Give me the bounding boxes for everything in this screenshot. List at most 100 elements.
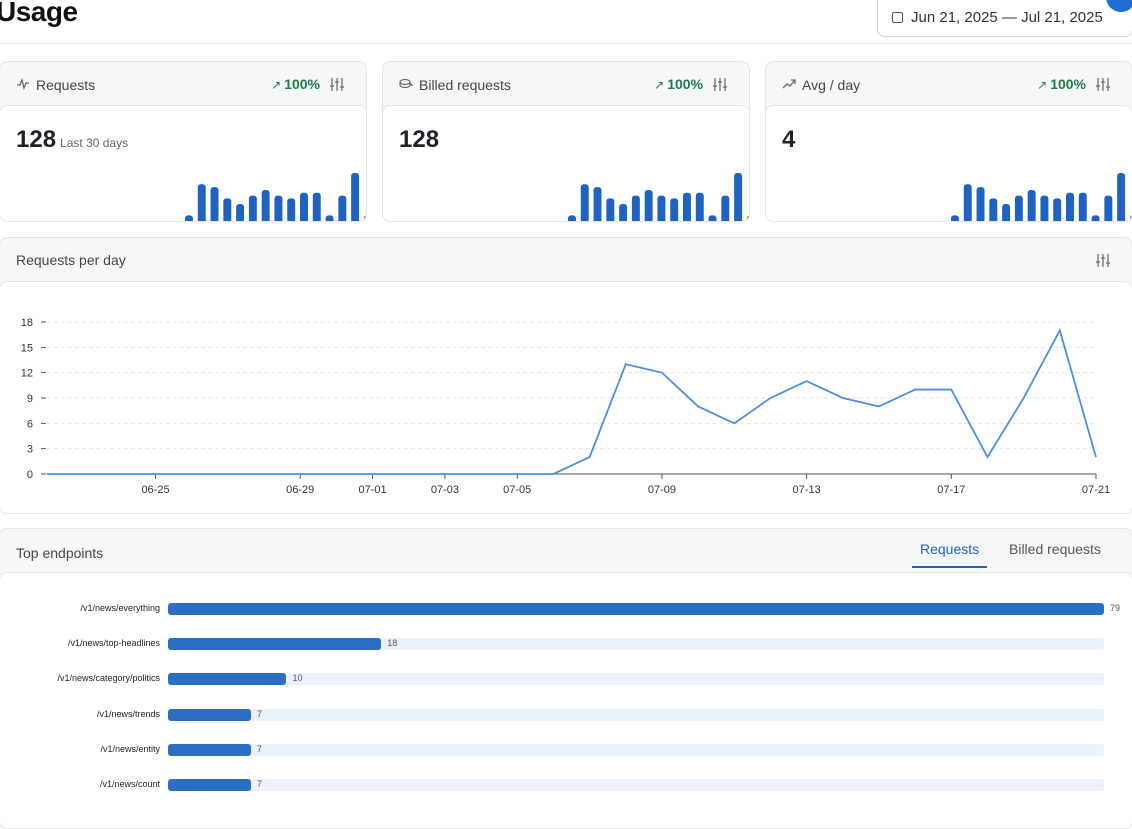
spark-bar (644, 189, 653, 221)
spark-bar (300, 192, 308, 221)
x-tick-label: 06-25 (141, 484, 169, 496)
endpoint-label: /v1/news/entity (100, 743, 160, 754)
spark-bar (593, 187, 602, 221)
spark-bar (567, 215, 576, 221)
series-line (47, 328, 1097, 475)
page-title: Usage (0, 0, 78, 27)
trending-up-icon (782, 79, 796, 89)
spark-bar (1053, 198, 1062, 221)
endpoint-bar-track (168, 708, 1104, 721)
spark-bar (287, 198, 296, 221)
spark-bar (1117, 173, 1126, 221)
avatar[interactable] (1106, 0, 1132, 12)
endpoint-bar (168, 673, 287, 686)
stat-value: 128 (16, 126, 57, 153)
trend-badge: ↗ 100% (1037, 76, 1086, 92)
requests-per-day-card: Requests per day 0 3 6 9 12 15 18 06-25 06-29 07-… (0, 237, 1132, 514)
spark-bar (1040, 195, 1049, 221)
spark-bar (631, 195, 640, 221)
x-tick-label: 07-09 (648, 484, 676, 496)
spark-bar (363, 215, 366, 221)
y-tick-label: 9 (27, 393, 33, 405)
stat-card-avg: Avg / day ↗ 100% 4 (765, 61, 1132, 222)
endpoint-bar-track (168, 779, 1104, 791)
sliders-icon[interactable] (1096, 78, 1110, 91)
x-tick-label: 07-21 (1082, 484, 1110, 496)
endpoint-label: /v1/news/top-headlines (67, 638, 160, 649)
spark-bar (695, 192, 704, 221)
endpoint-bar (168, 603, 1104, 615)
endpoint-count: 7 (256, 743, 262, 754)
spark-bar (963, 184, 972, 221)
x-tick-label: 07-05 (503, 484, 531, 496)
spark-bar (236, 204, 245, 221)
x-tick-label: 06-29 (286, 484, 314, 496)
endpoint-bar (168, 638, 382, 651)
spark-bar (248, 195, 257, 221)
endpoint-count: 7 (256, 779, 262, 789)
date-range-picker[interactable]: Jun 21, 2025 — Jul 21, 2025 (877, 0, 1132, 37)
arrow-up-right-icon: ↗ (271, 78, 282, 92)
spark-bar (606, 198, 615, 221)
y-tick-label: 12 (21, 368, 33, 380)
spark-bar (657, 195, 666, 221)
endpoint-label: /v1/news/trends (96, 708, 160, 719)
spark-bar (1066, 192, 1074, 221)
spark-bar (976, 187, 985, 221)
sparkline (950, 173, 1132, 221)
endpoint-bar-track (168, 603, 1104, 615)
spark-bar (734, 173, 743, 221)
x-tick-label: 07-03 (431, 484, 459, 496)
requests-line-chart: 0 3 6 9 12 15 18 06-25 06-29 07-01 07-03 07-05 07-09… (21, 317, 1110, 496)
endpoint-bar-track (168, 638, 1104, 651)
endpoint-count: 10 (292, 673, 303, 684)
arrow-up-right-icon: ↗ (654, 78, 665, 92)
sparkline (184, 173, 366, 221)
spark-bar (210, 187, 219, 221)
spark-bar (312, 192, 321, 221)
y-tick-label: 3 (27, 444, 33, 456)
sliders-icon[interactable] (330, 78, 344, 91)
endpoint-bar-track (168, 743, 1104, 756)
stat-value: 4 (782, 126, 796, 153)
spark-bar (1129, 215, 1132, 221)
spark-bar (670, 198, 679, 221)
spark-bar (619, 204, 628, 221)
endpoint-bar (168, 779, 251, 791)
tab-requests[interactable]: Requests (912, 539, 988, 568)
spark-bar (1002, 204, 1011, 221)
coins-icon (399, 78, 413, 89)
spark-bar (708, 215, 717, 221)
date-range-text: Jun 21, 2025 — Jul 21, 2025 (911, 9, 1103, 26)
spark-bar (197, 184, 206, 221)
section-title: Requests per day (16, 252, 126, 268)
endpoint-label: /v1/news/everything (80, 603, 160, 613)
spark-bar (746, 215, 749, 221)
stat-label: Requests (36, 77, 96, 93)
endpoint-count: 7 (256, 708, 262, 719)
stat-value: 128 (399, 126, 440, 153)
spark-bar (580, 184, 589, 221)
stat-card-requests: Requests ↗ 100% 128 Last 30 days (0, 61, 367, 222)
spark-bar (950, 215, 959, 221)
spark-bar (351, 173, 360, 221)
spark-bar (1014, 195, 1023, 221)
top-endpoints-card: Top endpoints Requests Billed requests /… (0, 528, 1132, 829)
endpoint-label: /v1/news/count (99, 779, 160, 789)
endpoint-count: 18 (387, 638, 398, 649)
trend-badge: ↗ 100% (654, 76, 703, 92)
tab-bar: Requests Billed requests (912, 539, 1118, 568)
spark-bar (338, 195, 347, 221)
endpoint-bar (168, 743, 251, 756)
y-tick-label: 18 (21, 317, 33, 329)
stat-label: Billed requests (419, 77, 511, 93)
spark-bar (1091, 215, 1100, 221)
sliders-icon[interactable] (1096, 254, 1110, 267)
tab-billed-requests[interactable]: Billed requests (1009, 541, 1101, 557)
spark-bar (261, 189, 270, 221)
spark-bar (683, 192, 691, 221)
y-tick-label: 6 (27, 418, 33, 430)
sliders-icon[interactable] (713, 78, 727, 91)
spark-bar (184, 215, 193, 221)
x-tick-label: 07-17 (937, 484, 965, 496)
